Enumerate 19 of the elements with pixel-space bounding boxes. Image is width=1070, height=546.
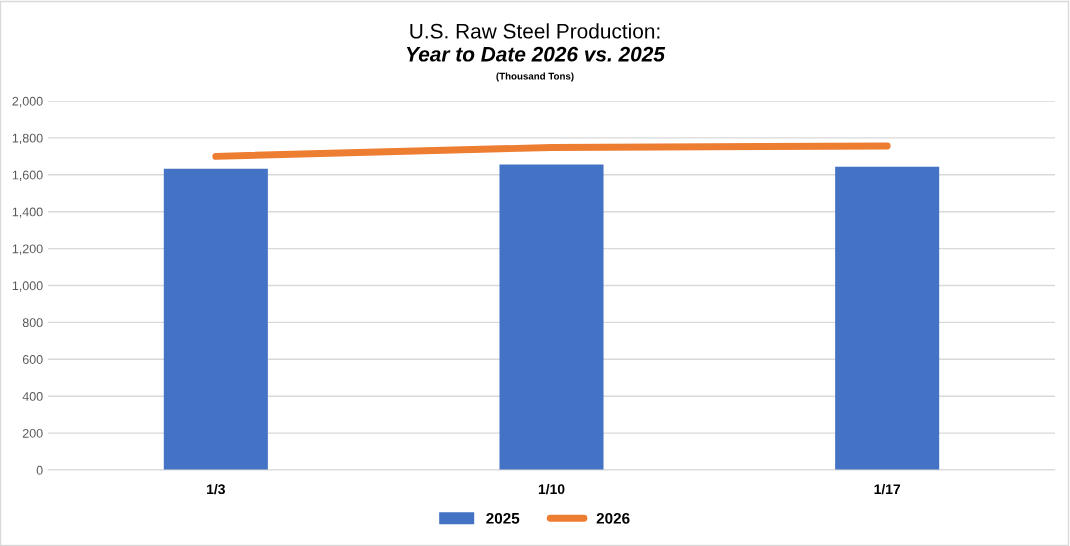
y-tick-label: 1,800	[12, 133, 43, 145]
y-tick-label: 600	[22, 355, 43, 364]
y-tick-label: 200	[22, 428, 43, 438]
chart-title: U.S. Raw Steel Production:	[410, 23, 660, 39]
y-tick-label: 1,600	[12, 170, 43, 181]
y-tick-label: 1,000	[12, 281, 43, 292]
x-tick-label: 1/17	[874, 483, 901, 495]
x-tick-label: 1/3	[207, 483, 225, 495]
y-tick-label: 0	[36, 465, 43, 475]
y-tick-label: 2,000	[12, 96, 43, 108]
y-tick-label: 800	[22, 318, 43, 328]
legend-label: 2026	[596, 512, 630, 524]
text: (Thousand Tons)	[496, 72, 574, 82]
chart-subtitle: Year to Date 2026 vs. 2025	[406, 46, 666, 62]
y-tick-label: 1,200	[12, 244, 43, 255]
x-tick-label: 1/10	[538, 483, 565, 495]
y-tick-label: 400	[22, 392, 43, 401]
y-tick-label: 1,400	[12, 207, 43, 218]
legend-label: 2025	[486, 512, 520, 524]
